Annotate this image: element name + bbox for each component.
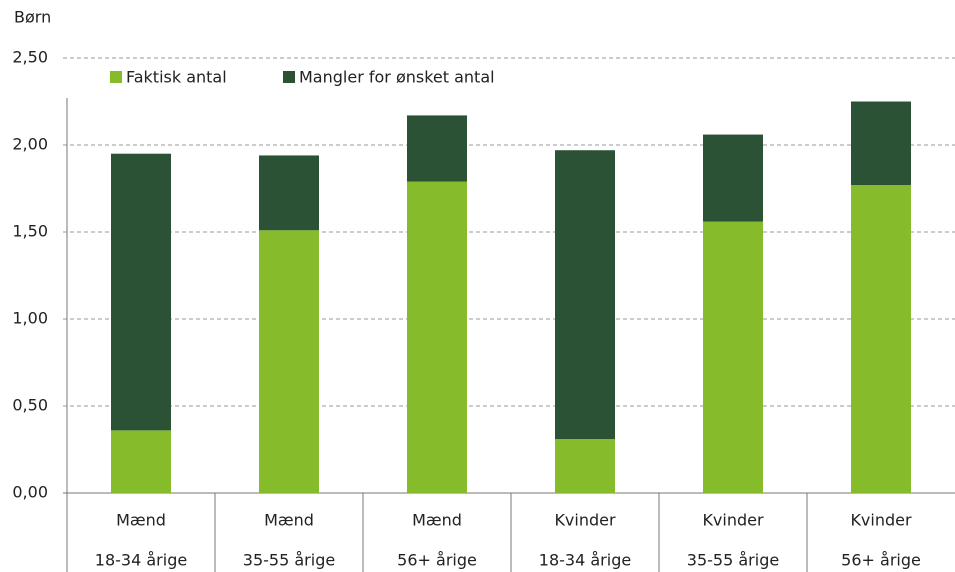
- bar-segment: [555, 150, 615, 440]
- bar-segment: [703, 134, 763, 222]
- bar-segment: [407, 181, 467, 494]
- y-axis-label: Børn: [14, 8, 51, 27]
- bar-segment: [703, 221, 763, 493]
- x-tick-label: 56+ årige: [397, 551, 477, 570]
- y-tick-label: 2,00: [12, 135, 48, 154]
- x-tick-label: 35-55 årige: [687, 551, 779, 570]
- x-tick-label: Mænd: [412, 511, 462, 530]
- x-tick-label: Mænd: [264, 511, 314, 530]
- y-tick-label: 0,00: [12, 483, 48, 502]
- x-tick-label: 18-34 årige: [539, 551, 631, 570]
- x-tick-label: 56+ årige: [841, 551, 921, 570]
- x-tick-label: Kvinder: [554, 511, 616, 530]
- y-tick-label: 1,00: [12, 309, 48, 328]
- bar-segment: [111, 153, 171, 431]
- x-tick-label: Kvinder: [850, 511, 912, 530]
- bar-segment: [851, 101, 911, 186]
- x-tick-label: 35-55 årige: [243, 551, 335, 570]
- y-tick-label: 2,50: [12, 48, 48, 67]
- legend-swatch: [110, 71, 122, 83]
- legend-swatch: [283, 71, 295, 83]
- y-tick-label: 0,50: [12, 396, 48, 415]
- x-tick-label: 18-34 årige: [95, 551, 187, 570]
- bar-segment: [259, 155, 319, 231]
- y-tick-label: 1,50: [12, 222, 48, 241]
- legend-label: Faktisk antal: [126, 68, 227, 87]
- legend-label: Mangler for ønsket antal: [299, 68, 495, 87]
- x-tick-label: Kvinder: [702, 511, 764, 530]
- bar-segment: [555, 439, 615, 493]
- bar-segment: [851, 185, 911, 493]
- bar-segment: [259, 230, 319, 493]
- bar-segment: [407, 115, 467, 182]
- x-tick-label: Mænd: [116, 511, 166, 530]
- bar-segment: [111, 430, 171, 493]
